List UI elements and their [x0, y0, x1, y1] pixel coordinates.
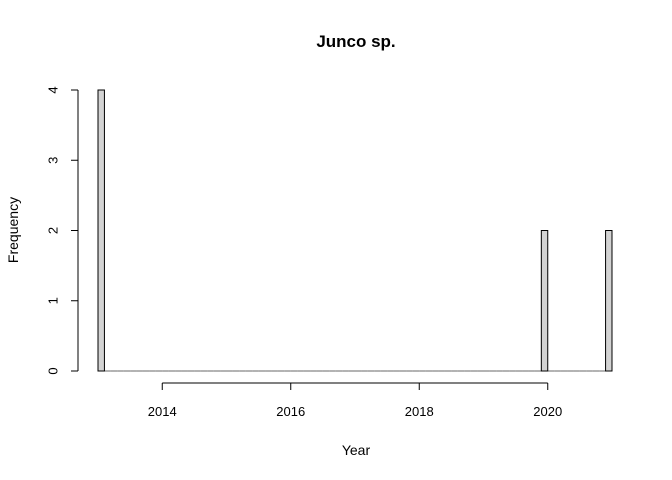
histogram-bar	[605, 230, 613, 372]
x-axis-title: Year	[342, 442, 371, 458]
x-tick-label: 2014	[148, 404, 177, 419]
histogram-bar	[97, 89, 105, 372]
x-tick-label: 2018	[405, 404, 434, 419]
y-tick-label: 1	[46, 297, 61, 304]
chart-title: Junco sp.	[316, 32, 395, 51]
y-axis-title: Frequency	[5, 197, 21, 263]
x-axis: 2014 2016 2018 2020	[148, 382, 562, 419]
bars	[97, 89, 613, 372]
y-tick-label: 3	[46, 157, 61, 164]
histogram-bar	[540, 230, 549, 372]
x-tick-label: 2016	[276, 404, 305, 419]
y-tick-label: 0	[46, 367, 61, 374]
y-tick-label: 2	[46, 227, 61, 234]
x-tick-label: 2020	[533, 404, 562, 419]
y-axis: 0 1 2 3 4	[46, 86, 79, 375]
y-tick-label: 4	[46, 86, 61, 93]
